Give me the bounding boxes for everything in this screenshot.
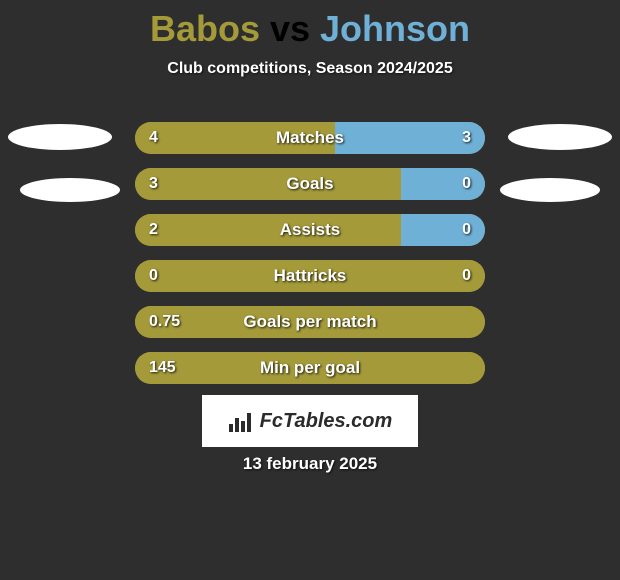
player-a-name: Babos bbox=[150, 8, 260, 49]
stat-bar-left bbox=[135, 260, 485, 292]
stat-bar-right bbox=[335, 122, 486, 154]
stat-bar-left bbox=[135, 122, 335, 154]
stat-row: 43Matches bbox=[135, 122, 485, 154]
stat-bar-left bbox=[135, 306, 485, 338]
stat-row: 0.75Goals per match bbox=[135, 306, 485, 338]
stat-row: 00Hattricks bbox=[135, 260, 485, 292]
stat-bars: 43Matches 30Goals 20Assists 00Hattricks 0.75… bbox=[135, 122, 485, 398]
logo-text: FcTables.com bbox=[260, 410, 393, 433]
stat-row: 145Min per goal bbox=[135, 352, 485, 384]
player-b-name: Johnson bbox=[320, 8, 470, 49]
stat-row: 20Assists bbox=[135, 214, 485, 246]
stat-bar-right bbox=[401, 168, 485, 200]
barchart-icon bbox=[228, 410, 254, 432]
player-b-photo-placeholder-2 bbox=[500, 178, 600, 202]
stat-bar-right bbox=[401, 214, 485, 246]
fctables-logo: FcTables.com bbox=[202, 395, 418, 447]
vs-text: vs bbox=[260, 8, 320, 49]
stat-row: 30Goals bbox=[135, 168, 485, 200]
player-b-photo-placeholder-1 bbox=[508, 124, 612, 150]
stat-bar-left bbox=[135, 352, 485, 384]
subtitle: Club competitions, Season 2024/2025 bbox=[0, 60, 620, 78]
player-a-photo-placeholder-2 bbox=[20, 178, 120, 202]
stat-bar-left bbox=[135, 168, 401, 200]
page-title: Babos vs Johnson bbox=[0, 0, 620, 50]
date: 13 february 2025 bbox=[0, 454, 620, 474]
player-a-photo-placeholder-1 bbox=[8, 124, 112, 150]
stat-bar-left bbox=[135, 214, 401, 246]
